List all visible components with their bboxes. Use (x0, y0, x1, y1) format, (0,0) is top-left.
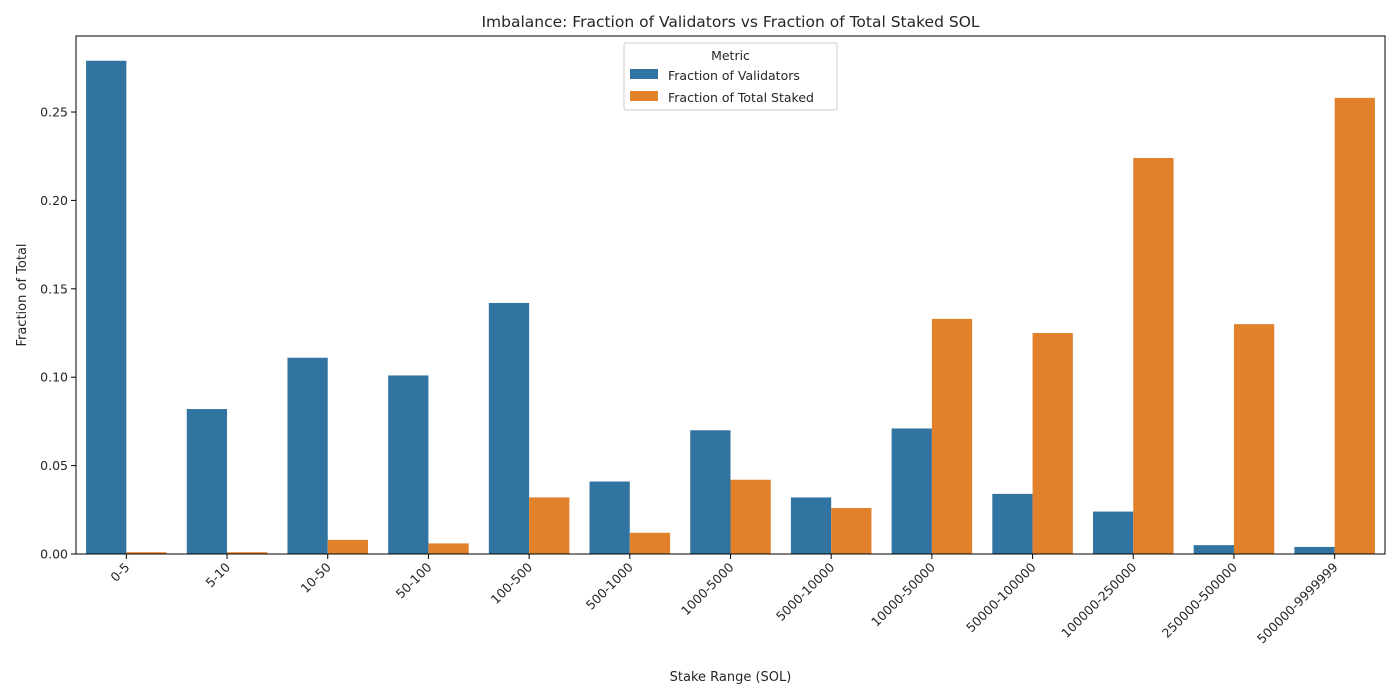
legend: Metric Fraction of Validators Fraction o… (623, 42, 838, 111)
bar-staked-500000-9999999 (1334, 97, 1375, 554)
legend-swatch-staked (630, 91, 658, 101)
x-tick-label: 0-5 (107, 560, 132, 585)
bar-staked-100000-250000 (1133, 157, 1174, 555)
bar-staked-100-500 (529, 497, 570, 554)
legend-swatch-validators (630, 69, 658, 79)
x-axis: 0-5 5-10 10-50 50-100 100-500 500-1000 1000-50… (107, 554, 1341, 646)
x-tick-label: 250000-500000 (1159, 559, 1240, 640)
bar-validators-500000-9999999 (1294, 546, 1335, 554)
legend-frame (623, 42, 838, 111)
x-tick-label: 10000-50000 (868, 559, 938, 629)
bar-validators-250000-500000 (1193, 545, 1234, 554)
bar-validators-1000-5000 (690, 430, 731, 554)
x-tick-label: 5-10 (202, 559, 233, 590)
plot-frame (75, 35, 1386, 555)
bar-validators-50-100 (388, 375, 429, 554)
x-tick-label: 5000-10000 (773, 559, 837, 623)
bar-staked-5000-10000 (831, 508, 872, 554)
y-tick-label: 0.10 (40, 370, 68, 385)
bar-validators-5000-10000 (790, 497, 832, 554)
y-tick-label: 0.20 (40, 193, 68, 208)
chart-title: Imbalance: Fraction of Validators vs Fra… (481, 13, 979, 31)
y-tick-label: 0.05 (40, 458, 68, 473)
bar-staked-250000-500000 (1233, 324, 1275, 554)
bar-validators-100000-250000 (1092, 511, 1134, 554)
x-tick-label: 500000-9999999 (1254, 559, 1341, 646)
legend-label-validators: Fraction of Validators (668, 68, 800, 83)
y-axis-title: Fraction of Total (15, 243, 30, 346)
bar-validators-0-5 (86, 60, 127, 554)
bars (86, 60, 1375, 555)
y-tick-label: 0.15 (40, 281, 68, 296)
bar-staked-0-5 (126, 552, 167, 554)
bar-staked-10-50 (327, 539, 369, 554)
y-tick-label: 0.00 (40, 547, 68, 562)
bar-validators-10000-50000 (891, 428, 932, 554)
bar-staked-5-10 (227, 552, 268, 554)
x-tick-label: 100-500 (488, 559, 536, 607)
x-tick-label: 10-50 (298, 559, 334, 595)
bar-validators-50000-100000 (992, 493, 1033, 554)
bar-staked-500-1000 (629, 532, 671, 554)
legend-label-staked: Fraction of Total Staked (668, 90, 814, 105)
x-axis-title: Stake Range (SOL) (670, 670, 792, 685)
bar-staked-1000-5000 (730, 479, 771, 554)
x-tick-label: 100000-250000 (1058, 559, 1139, 640)
bar-validators-100-500 (488, 302, 530, 554)
legend-title: Metric (711, 48, 750, 63)
bar-validators-500-1000 (589, 481, 630, 554)
bar-validators-5-10 (186, 409, 228, 554)
x-tick-label: 50-100 (393, 559, 435, 601)
bar-staked-10000-50000 (931, 318, 973, 554)
x-tick-label: 1000-5000 (678, 559, 737, 618)
y-tick-label: 0.25 (40, 105, 68, 120)
y-axis: 0.00 0.05 0.10 0.15 0.20 0.25 (40, 105, 76, 562)
x-tick-label: 50000-100000 (963, 559, 1039, 635)
x-tick-label: 500-1000 (583, 559, 636, 612)
bar-staked-50-100 (428, 543, 469, 554)
bar-staked-50000-100000 (1032, 333, 1073, 554)
bar-validators-10-50 (287, 357, 328, 554)
